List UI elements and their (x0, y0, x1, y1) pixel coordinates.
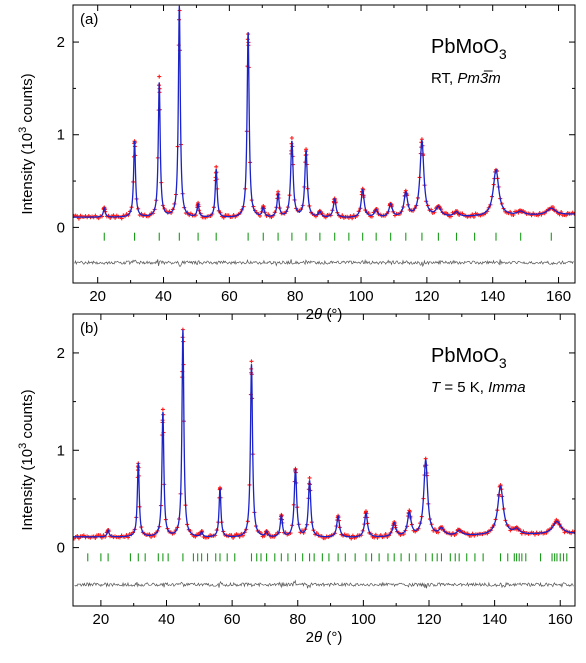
plot-frame (72, 313, 576, 607)
bragg-markers (87, 553, 568, 562)
calculated-profile (73, 329, 575, 538)
x-tick-label: 20 (89, 288, 106, 305)
x-tick-label: 160 (546, 288, 571, 305)
panel-label: (a) (80, 11, 98, 28)
x-tick-label: 60 (224, 611, 241, 628)
x-tick-label: 120 (414, 288, 439, 305)
x-tick-label: 40 (155, 288, 172, 305)
bragg-markers (103, 232, 552, 241)
panel-b: 20 40 60 80 100 120 140 160 0 1 2 2θ (°) Intensity (… (17, 313, 576, 646)
difference-curve (74, 258, 574, 268)
x-axis-label: 2θ (°) (306, 629, 343, 646)
x-tick-label: 160 (548, 611, 573, 628)
x-tick-label: 80 (287, 288, 304, 305)
panel-label: (b) (80, 320, 98, 337)
condition-label: RT, Pm3̅m (431, 70, 501, 87)
plot-frame (72, 4, 576, 284)
x-tick-label: 20 (93, 611, 110, 628)
calculated-profile (73, 5, 575, 218)
y-tick-label: 0 (57, 219, 65, 236)
x-tick-label: 100 (349, 288, 374, 305)
compound-label: PbMoO3 (431, 36, 507, 62)
x-tick-label: 140 (480, 288, 505, 305)
y-tick-label: 2 (57, 34, 65, 51)
difference-curve (74, 579, 574, 589)
x-tick-label: 60 (221, 288, 238, 305)
compound-label: PbMoO3 (431, 345, 507, 371)
x-tick-label: 140 (482, 611, 507, 628)
observed-data (73, 5, 575, 221)
condition-label: T = 5 K, Imma (431, 379, 526, 396)
y-tick-label: 1 (57, 127, 65, 144)
x-tick-label: 100 (351, 611, 376, 628)
y-tick-label: 0 (57, 540, 65, 557)
x-tick-label: 40 (158, 611, 175, 628)
y-axis-label: Intensity (103 counts) (17, 389, 36, 530)
y-axis-label: Intensity (103 counts) (17, 73, 36, 214)
x-tick-label: 80 (289, 611, 306, 628)
y-tick-label: 1 (57, 442, 65, 459)
x-tick-label: 120 (416, 611, 441, 628)
y-tick-label: 2 (57, 345, 65, 362)
